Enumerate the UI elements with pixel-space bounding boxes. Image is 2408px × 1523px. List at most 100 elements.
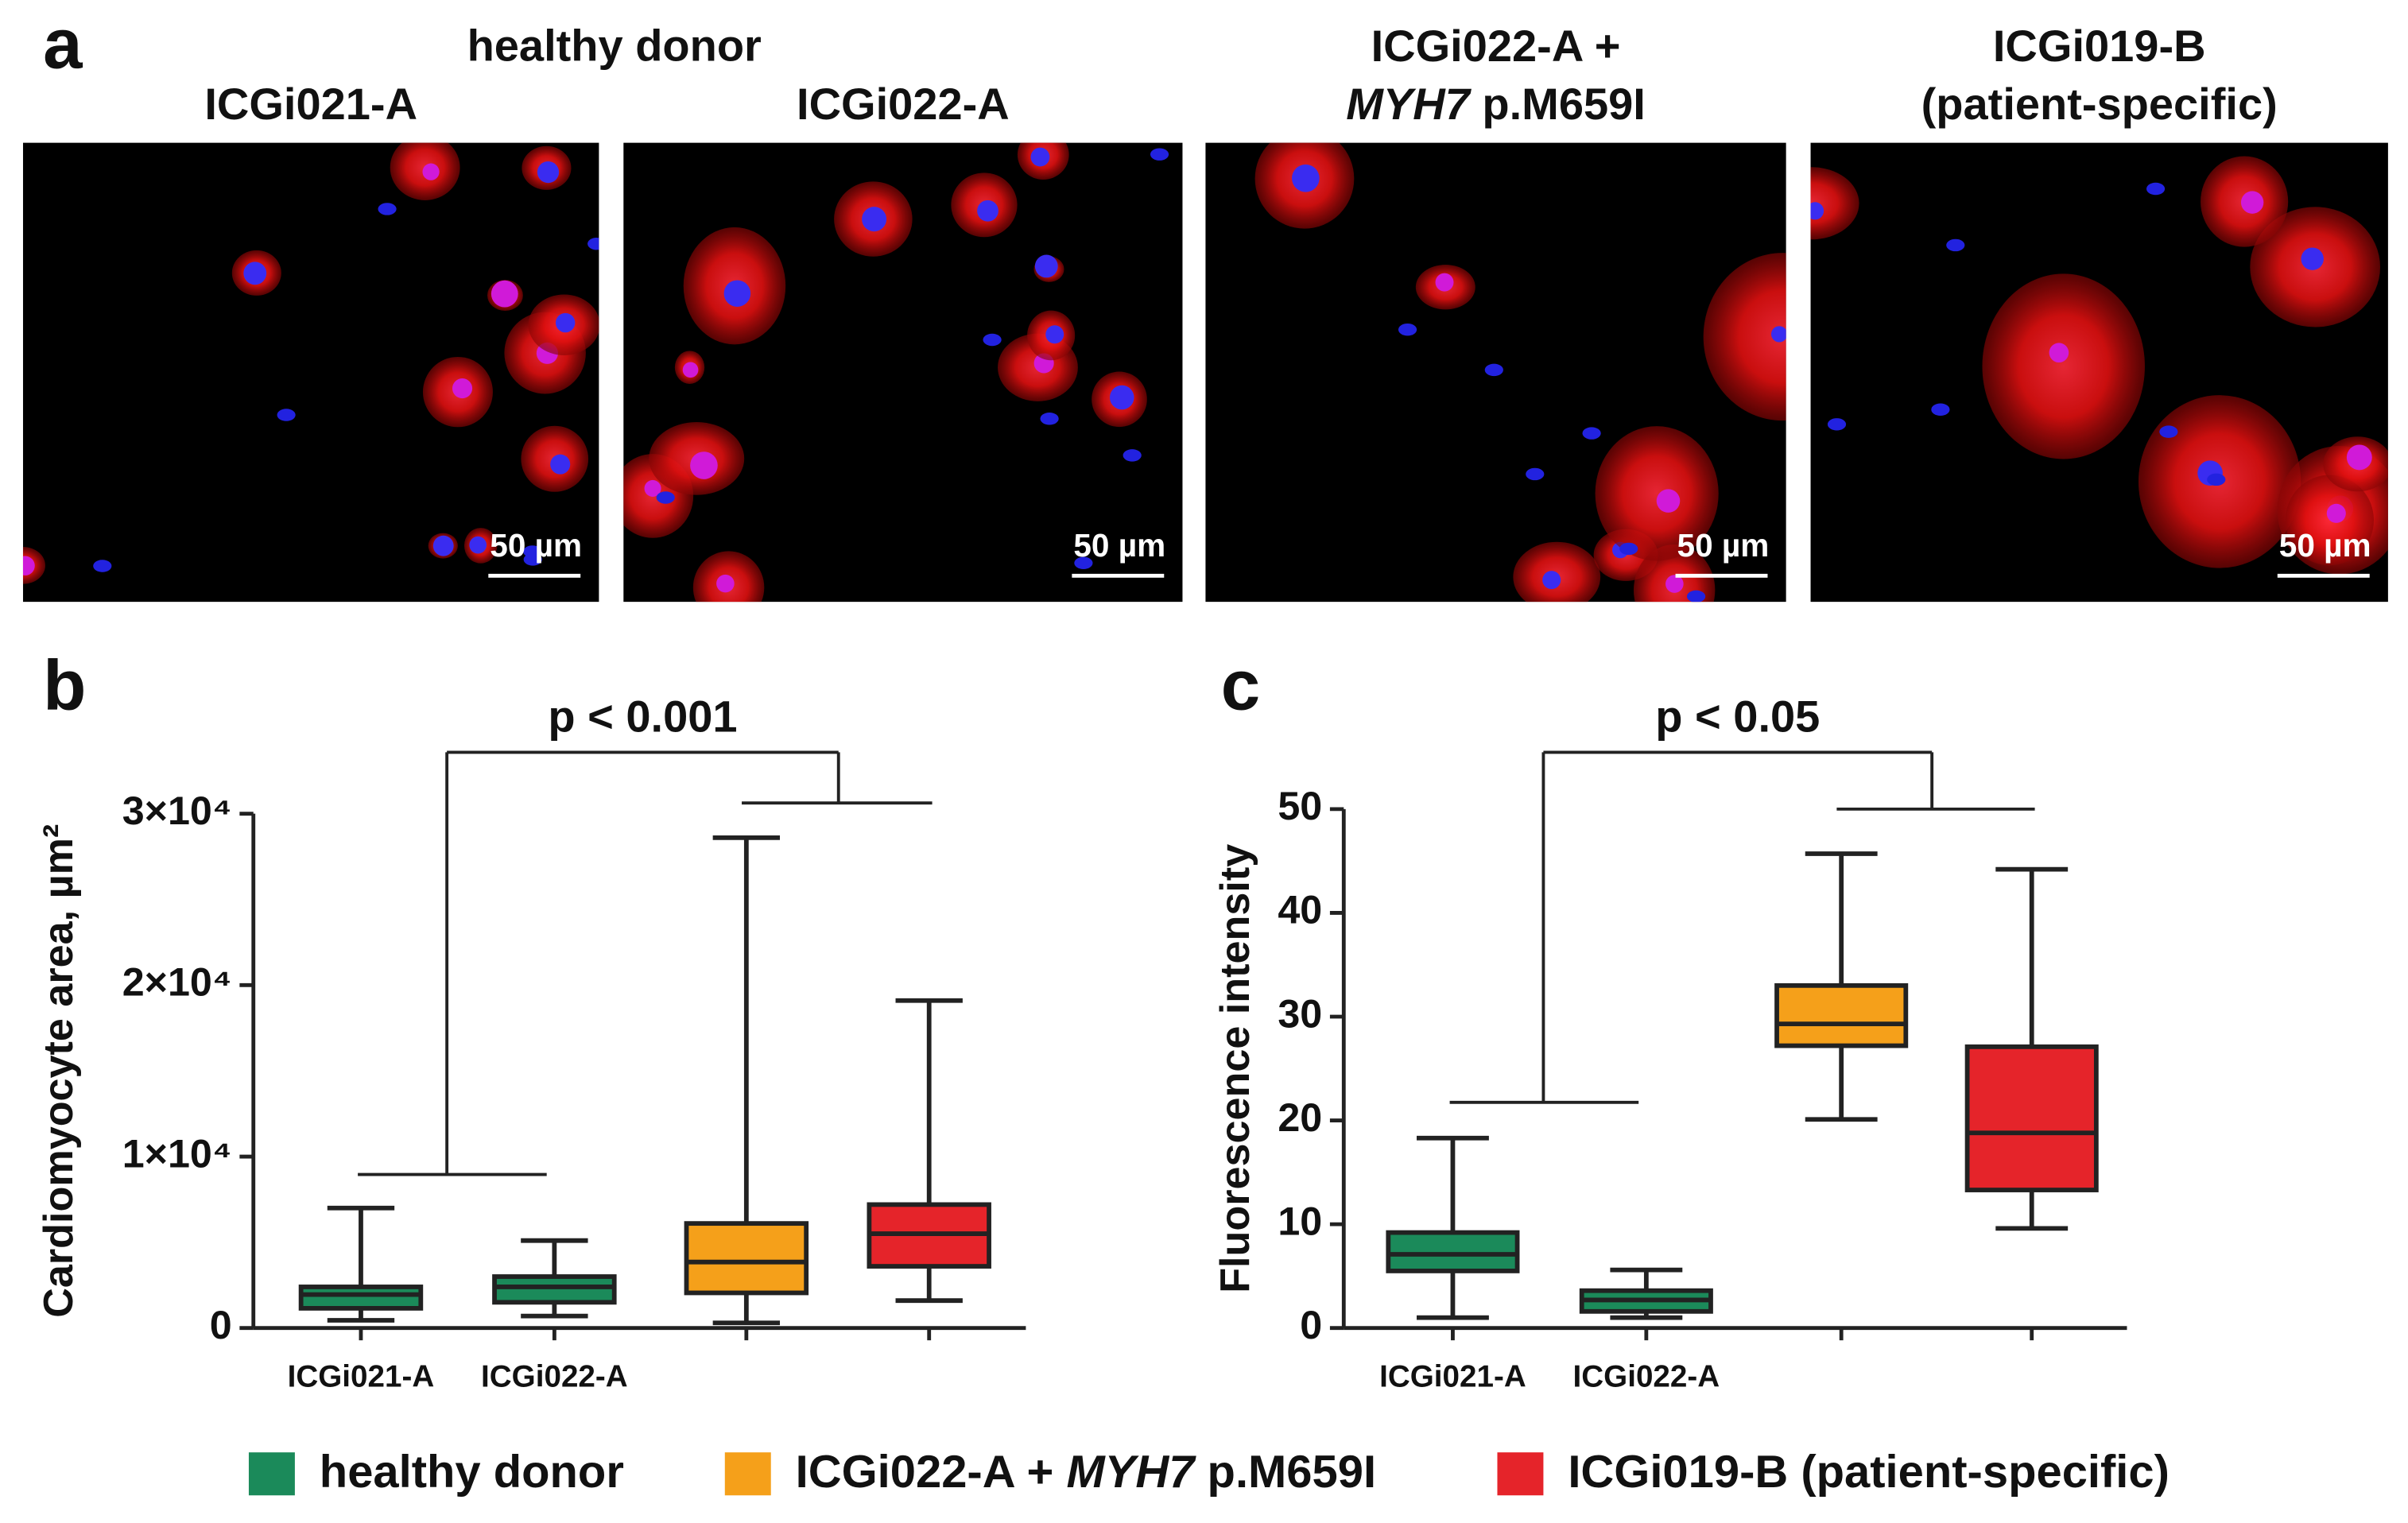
nucleus [491, 280, 518, 308]
scale-bar-label: 50 µm [1073, 527, 1165, 564]
significance: p < 0.001 [548, 692, 737, 742]
nucleus [656, 491, 675, 504]
y-tick-label: 20 [1278, 1095, 1322, 1140]
y-tick-label: 30 [1278, 991, 1322, 1036]
x-tick-label: ICGi022-A [1573, 1360, 1720, 1394]
nucleus [523, 553, 542, 566]
nucleus [716, 574, 735, 593]
scale-bar-label: 50 µm [1677, 527, 1770, 564]
legend-swatch [724, 1452, 771, 1496]
y-tick-label: 0 [1300, 1303, 1322, 1347]
panel-letter: c [1221, 646, 1260, 725]
micrograph-title-part: MYH7 [1346, 79, 1472, 129]
nucleus [2346, 444, 2372, 471]
micrograph-cells [22, 142, 599, 584]
cell [1810, 167, 1859, 240]
micrograph-title-part: ICGi021-A [204, 79, 417, 129]
cell [1513, 541, 1601, 603]
legend-swatch [248, 1452, 295, 1496]
nucleus [93, 560, 112, 572]
nucleus [1030, 147, 1050, 167]
micrograph-cells [1810, 156, 2388, 575]
nucleus [378, 203, 397, 215]
cell [1595, 426, 1719, 561]
micrograph-title: MYH7 p.M659I [1346, 79, 1646, 129]
micrograph-title-part: ICGi019-B [1993, 21, 2206, 71]
micrograph-title: ICGi021-A [204, 79, 417, 129]
micrograph-title-part: ICGi022-A + [1371, 21, 1621, 71]
micrograph-title-part: p.M659I [1470, 79, 1646, 129]
nucleus [1526, 467, 1545, 481]
x-tick-label: ICGi022-A [481, 1360, 628, 1394]
y-tick-label: 40 [1278, 888, 1322, 932]
micrograph-cells [1254, 142, 1786, 603]
cell [1982, 273, 2145, 459]
y-tick-label: 2×10⁴ [122, 960, 232, 1005]
box [1774, 982, 1909, 1048]
cell [1703, 253, 1786, 421]
panel-letter: a [43, 4, 83, 83]
box [1964, 1044, 2099, 1192]
legend-swatch [1497, 1452, 1544, 1496]
x-tick-label: ICGi021-A [1379, 1360, 1526, 1394]
nucleus [1398, 323, 1417, 336]
y-tick-label: 50 [1278, 784, 1322, 828]
legend-label-part: ICGi022-A + [796, 1447, 1067, 1498]
nucleus [2049, 343, 2069, 362]
nucleus [690, 451, 718, 479]
significance: p < 0.05 [1655, 692, 1820, 742]
scale-bar-label: 50 µm [490, 527, 582, 564]
nucleus [1619, 542, 1638, 556]
nucleus [22, 556, 35, 575]
legend-label-part: healthy donor [320, 1447, 624, 1498]
nucleus [1034, 254, 1058, 278]
y-axis-label: Cardiomyocyte area, µm² [36, 824, 82, 1318]
nucleus [2326, 503, 2346, 523]
legend-label: ICGi019-B (patient-specific) [1568, 1447, 2170, 1498]
nucleus [682, 362, 699, 378]
nucleus [277, 409, 296, 421]
nucleus [723, 280, 751, 307]
nucleus [1435, 273, 1454, 292]
legend-label-part: p.M659I [1194, 1447, 1376, 1498]
y-tick-label: 3×10⁴ [122, 789, 232, 833]
nucleus [1484, 363, 1503, 377]
box [298, 1285, 424, 1311]
nucleus [422, 163, 440, 180]
micrograph-title-part: ICGi022-A [797, 79, 1010, 129]
panel-letter: b [43, 646, 86, 725]
y-tick-label: 10 [1278, 1199, 1322, 1243]
group-title: healthy donor [467, 21, 762, 71]
y-tick-label: 0 [210, 1303, 232, 1347]
x-tick-label: ICGi021-A [288, 1360, 435, 1394]
nucleus [1665, 575, 1684, 593]
nucleus [537, 161, 560, 184]
nucleus [983, 333, 1002, 347]
y-axis-label: Fluorescence intensity [1212, 844, 1258, 1293]
micrograph [22, 142, 599, 603]
nucleus [1150, 148, 1169, 161]
legend-label-part: MYH7 [1066, 1447, 1196, 1498]
micrograph-title-part: (patient-specific) [1921, 79, 2278, 129]
nucleus [432, 535, 454, 556]
nucleus [1770, 326, 1786, 343]
nucleus [1946, 238, 1965, 252]
box [684, 1221, 809, 1296]
nucleus [452, 378, 473, 399]
nucleus [862, 207, 887, 232]
nucleus [1109, 385, 1134, 410]
nucleus [1656, 489, 1681, 513]
nucleus [2146, 182, 2166, 196]
nucleus [1687, 590, 1706, 603]
nucleus [2240, 191, 2264, 214]
legend-label: healthy donor [320, 1447, 624, 1498]
nucleus [550, 454, 571, 475]
legend-label: ICGi022-A + MYH7 p.M659I [796, 1447, 1376, 1498]
nucleus [243, 262, 267, 285]
nucleus [1931, 403, 1950, 416]
nucleus [555, 312, 576, 333]
nucleus [1040, 413, 1059, 425]
nucleus [644, 479, 661, 497]
nucleus [2301, 247, 2324, 270]
